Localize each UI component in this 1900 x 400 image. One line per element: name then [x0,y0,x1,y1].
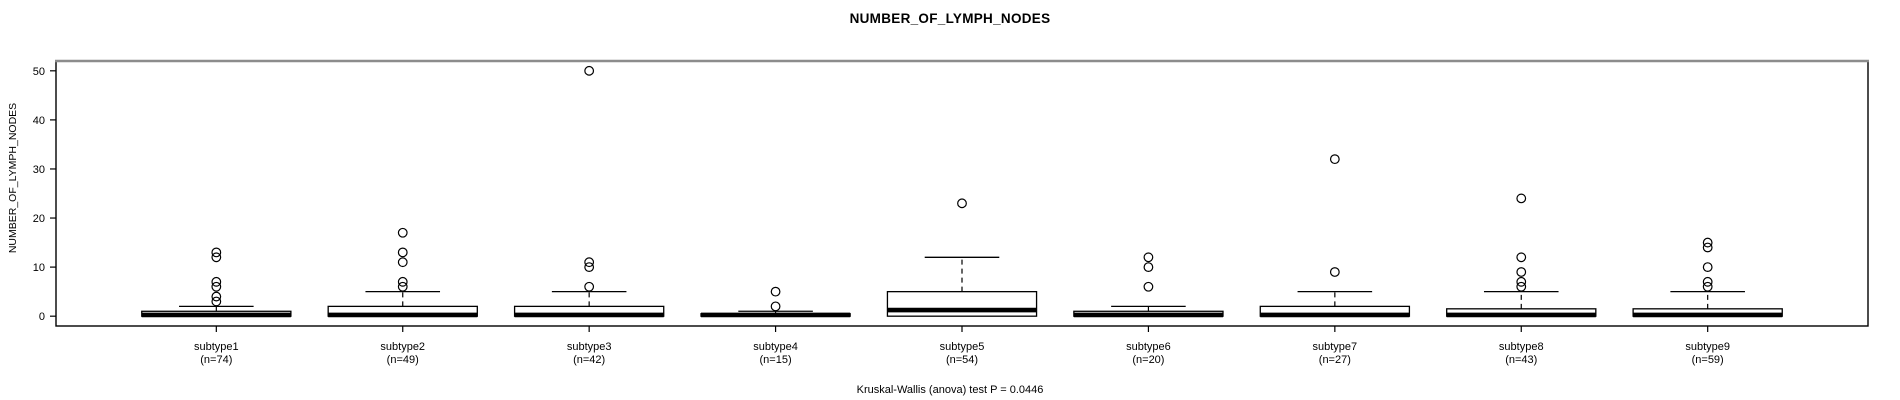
y-tick-label: 50 [33,66,45,78]
group-label-subtype7: subtype7 [1313,341,1358,353]
group-label-subtype9: subtype9 [1685,341,1730,353]
outlier-point-subtype3 [584,65,595,76]
outlier-point-subtype8 [1516,193,1527,204]
outlier-point-subtype3 [584,262,595,273]
outlier-point-subtype8 [1516,276,1527,287]
group-n-label-subtype6: (n=20) [1132,354,1164,366]
outlier-point-subtype6 [1143,281,1154,292]
outlier-point-subtype9 [1702,281,1713,292]
outlier-point-subtype1 [211,276,222,287]
outlier-point-subtype6 [1143,252,1154,263]
outlier-point-subtype1 [211,281,222,292]
kruskal-wallis-pvalue: Kruskal-Wallis (anova) test P = 0.0446 [856,384,1044,396]
group-n-label-subtype4: (n=15) [760,354,792,366]
outlier-point-subtype6 [1143,262,1154,273]
group-n-label-subtype7: (n=27) [1319,354,1351,366]
plot-border [55,60,1869,327]
outlier-point-subtype8 [1516,267,1527,277]
group-n-label-subtype3: (n=42) [573,354,605,366]
outlier-point-subtype9 [1702,237,1713,248]
outlier-point-subtype8 [1516,281,1527,292]
outlier-point-subtype1 [211,291,222,302]
outlier-point-subtype9 [1702,276,1713,287]
outlier-point-subtype9 [1702,262,1713,273]
chart-title: NUMBER_OF_LYMPH_NODES [849,11,1051,26]
y-tick-label: 40 [33,115,45,127]
group-label-subtype3: subtype3 [567,341,612,353]
group-label-subtype2: subtype2 [380,341,425,353]
y-tick-label: 30 [33,164,45,176]
outlier-point-subtype9 [1702,242,1713,253]
group-label-subtype1: subtype1 [194,341,239,353]
outlier-point-subtype2 [397,247,408,258]
outlier-point-subtype7 [1329,267,1340,277]
outlier-point-subtype2 [397,276,408,287]
group-label-subtype5: subtype5 [940,341,985,353]
outlier-point-subtype2 [397,227,408,238]
outlier-point-subtype4 [770,286,781,297]
group-n-label-subtype5: (n=54) [946,354,978,366]
group-label-subtype4: subtype4 [753,341,798,353]
outlier-point-subtype5 [957,198,967,209]
group-n-label-subtype2: (n=49) [387,354,419,366]
box-subtype5 [886,290,1038,317]
outlier-point-subtype3 [584,281,595,292]
group-label-subtype8: subtype8 [1499,341,1544,353]
outlier-point-subtype1 [211,252,222,263]
outlier-point-subtype1 [211,247,222,258]
group-n-label-subtype8: (n=43) [1505,354,1537,366]
outlier-point-subtype8 [1516,252,1527,263]
y-tick-label: 0 [39,311,45,323]
group-n-label-subtype1: (n=74) [200,354,232,366]
outlier-point-subtype4 [770,301,781,312]
outlier-point-subtype3 [584,257,595,268]
outlier-point-subtype2 [397,257,408,268]
outlier-point-subtype7 [1329,154,1340,165]
group-n-label-subtype9: (n=59) [1692,354,1724,366]
y-tick-label: 10 [33,262,45,274]
y-tick-label: 20 [33,213,45,225]
group-label-subtype6: subtype6 [1126,341,1171,353]
outlier-point-subtype2 [397,281,408,292]
outlier-point-subtype1 [211,296,222,307]
